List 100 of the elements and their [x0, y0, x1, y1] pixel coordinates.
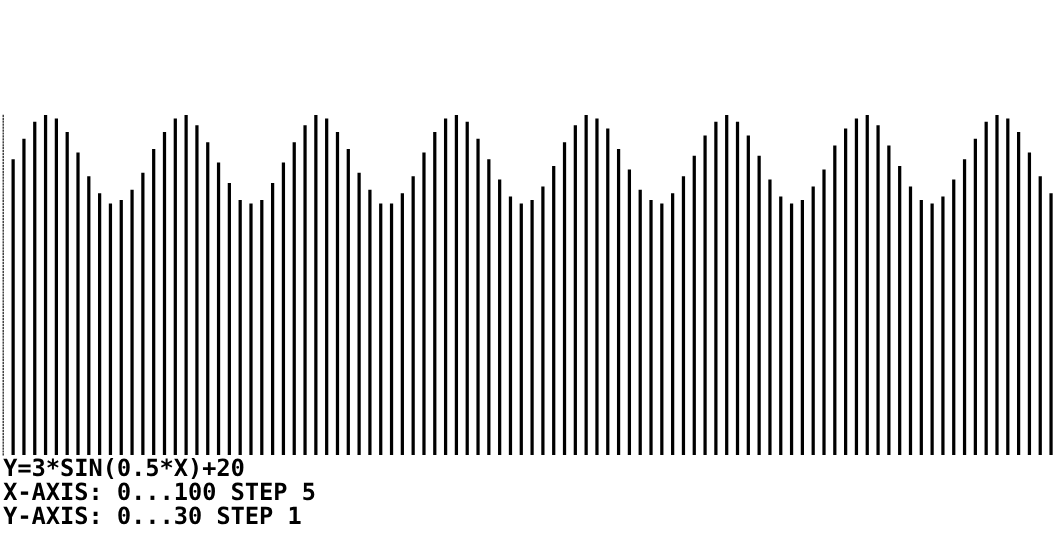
bar	[465, 121, 469, 455]
bar	[216, 162, 221, 455]
bar	[552, 166, 556, 455]
text: X-AXIS: 0...100 STEP 5	[3, 482, 315, 501]
bar	[1027, 152, 1032, 455]
bar	[76, 152, 80, 455]
bar	[346, 149, 350, 455]
bar	[173, 118, 177, 455]
bar	[757, 155, 761, 455]
bar	[995, 115, 999, 455]
bar	[541, 186, 545, 455]
bar	[735, 121, 740, 455]
bar	[249, 203, 253, 455]
bar	[973, 138, 977, 455]
bar	[162, 132, 167, 455]
bar	[671, 193, 675, 455]
bar	[227, 183, 231, 455]
bar	[238, 200, 242, 455]
bar	[303, 125, 307, 455]
bar	[725, 115, 729, 455]
bar	[487, 159, 491, 455]
text: Y=3*SIN(0.5*X)+20	[3, 458, 244, 480]
bar	[919, 200, 923, 455]
bar	[822, 169, 826, 455]
bar	[1049, 193, 1053, 455]
bar	[325, 118, 329, 455]
bar	[270, 183, 275, 455]
bar	[1006, 118, 1010, 455]
bar	[195, 125, 199, 455]
bar	[887, 145, 891, 455]
bar	[141, 172, 145, 455]
bar	[422, 152, 426, 455]
bar	[368, 189, 372, 455]
bar	[152, 149, 156, 455]
bar	[649, 200, 653, 455]
bar	[930, 203, 934, 455]
bar	[854, 118, 859, 455]
bar	[411, 176, 415, 455]
bar	[865, 115, 869, 455]
bar	[584, 115, 588, 455]
bar	[54, 118, 58, 455]
bar	[833, 145, 837, 455]
bar	[119, 200, 123, 455]
bar	[681, 176, 686, 455]
bar	[941, 196, 945, 455]
bar	[876, 125, 880, 455]
bar	[335, 132, 340, 455]
bar	[389, 203, 394, 455]
bar	[638, 189, 642, 455]
bar	[281, 162, 286, 455]
bar	[379, 203, 383, 455]
bar	[1038, 176, 1042, 455]
bar	[433, 132, 437, 455]
bar	[746, 135, 750, 455]
bar	[33, 121, 37, 455]
bar	[130, 189, 134, 455]
bar	[184, 115, 188, 455]
bar	[443, 118, 448, 455]
bar	[616, 149, 621, 455]
bar	[43, 115, 48, 455]
bar	[357, 172, 361, 455]
bar	[595, 118, 599, 455]
bar	[519, 203, 523, 455]
bar	[703, 135, 707, 455]
bar	[476, 138, 480, 455]
bar	[22, 138, 26, 455]
bar	[260, 200, 264, 455]
bar	[844, 128, 848, 455]
text: Y-AXIS: 0...30 STEP 1	[3, 506, 301, 525]
bar	[1016, 132, 1021, 455]
bar	[400, 193, 404, 455]
bar	[87, 176, 91, 455]
bar	[530, 200, 534, 455]
bar	[108, 203, 113, 455]
bar	[898, 166, 902, 455]
bar	[800, 200, 804, 455]
bar	[65, 132, 69, 455]
bar	[962, 159, 967, 455]
bar	[98, 193, 102, 455]
bar	[768, 179, 772, 455]
bar	[508, 196, 513, 455]
bar	[314, 115, 318, 455]
bar	[562, 142, 567, 455]
bar	[908, 186, 913, 455]
bar	[984, 121, 988, 455]
bar	[292, 142, 296, 455]
bar	[952, 179, 956, 455]
bar	[714, 121, 718, 455]
bar	[454, 115, 459, 455]
bar	[11, 159, 15, 455]
bar	[779, 196, 783, 455]
bar	[692, 155, 696, 455]
bar	[498, 179, 502, 455]
bar	[606, 128, 610, 455]
bar	[660, 203, 664, 455]
bar	[573, 125, 577, 455]
bar	[811, 186, 815, 455]
bar	[206, 142, 210, 455]
bar	[789, 203, 794, 455]
bar	[627, 169, 632, 455]
